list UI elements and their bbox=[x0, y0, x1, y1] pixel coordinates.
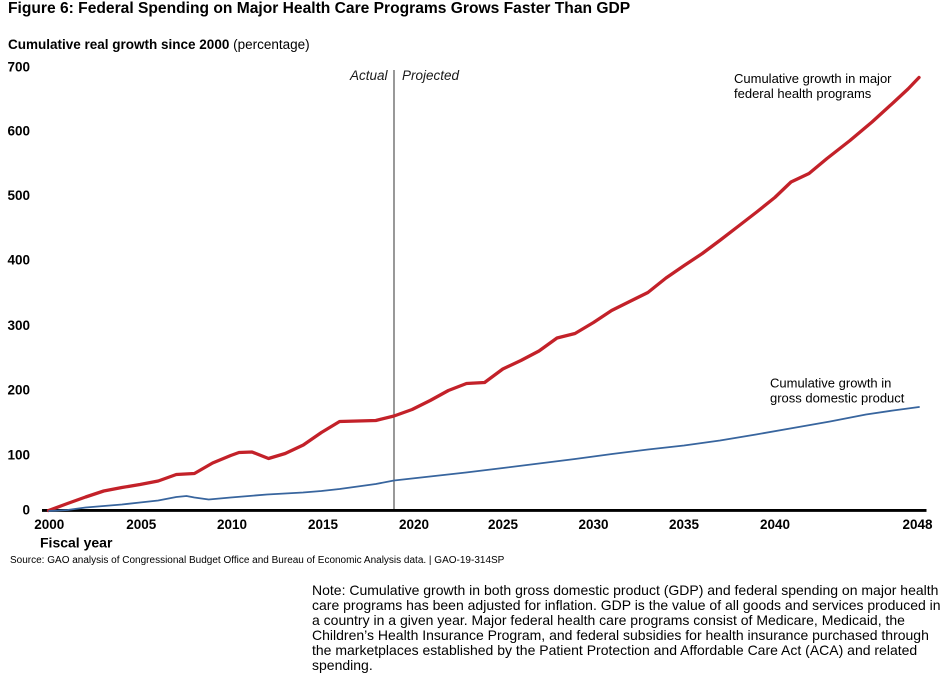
svg-text:2040: 2040 bbox=[760, 517, 790, 532]
svg-text:0: 0 bbox=[22, 503, 30, 518]
svg-text:Actual: Actual bbox=[349, 68, 389, 83]
svg-text:500: 500 bbox=[7, 188, 30, 203]
svg-text:2005: 2005 bbox=[126, 517, 157, 532]
svg-text:Fiscal year: Fiscal year bbox=[40, 535, 113, 551]
svg-text:2020: 2020 bbox=[399, 517, 429, 532]
svg-text:2035: 2035 bbox=[669, 517, 700, 532]
svg-text:2048: 2048 bbox=[902, 517, 933, 532]
svg-text:gross domestic product: gross domestic product bbox=[770, 390, 905, 405]
svg-text:100: 100 bbox=[7, 448, 30, 463]
svg-text:2010: 2010 bbox=[217, 517, 247, 532]
svg-text:700: 700 bbox=[7, 60, 30, 75]
svg-text:2030: 2030 bbox=[578, 517, 608, 532]
svg-text:Cumulative growth in major: Cumulative growth in major bbox=[734, 71, 892, 86]
svg-text:400: 400 bbox=[7, 253, 30, 268]
svg-text:Projected: Projected bbox=[402, 68, 460, 83]
svg-text:federal health programs: federal health programs bbox=[734, 86, 872, 101]
svg-text:2015: 2015 bbox=[308, 517, 339, 532]
svg-text:300: 300 bbox=[7, 318, 30, 333]
svg-text:Cumulative growth in: Cumulative growth in bbox=[770, 376, 891, 391]
svg-text:200: 200 bbox=[7, 383, 30, 398]
svg-text:2000: 2000 bbox=[34, 517, 64, 532]
svg-text:2025: 2025 bbox=[488, 517, 519, 532]
svg-text:600: 600 bbox=[7, 124, 30, 139]
